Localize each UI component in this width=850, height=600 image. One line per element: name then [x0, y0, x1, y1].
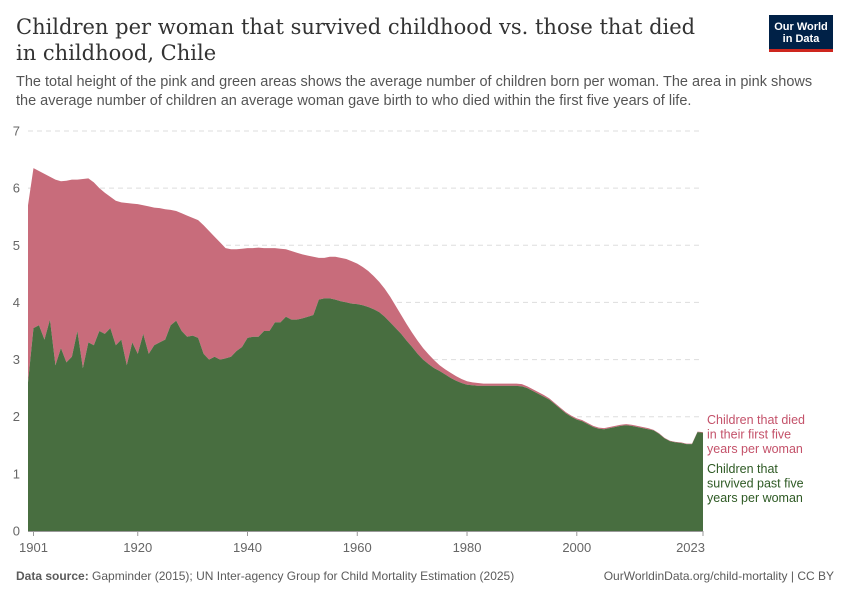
chart-subtitle: The total height of the pink and green a…	[16, 74, 813, 109]
data-source-text[interactable]: Gapminder (2015); UN Inter-agency Group …	[92, 569, 515, 583]
y-tick-label: 0	[13, 524, 20, 539]
credit-link[interactable]: OurWorldinData.org/child-mortality | CC …	[603, 569, 834, 583]
y-tick-label: 4	[13, 295, 20, 310]
y-axis-ticks: 0 1 2 3 4 5 6 7	[13, 124, 20, 539]
x-tick-label: 1901	[19, 540, 48, 555]
x-tick-label: 1940	[233, 540, 262, 555]
x-tick-label: 1960	[343, 540, 372, 555]
y-tick-label: 3	[13, 352, 20, 367]
x-tick-label: 2023	[676, 540, 705, 555]
survived-area[interactable]	[28, 298, 703, 531]
chart-title: Children per woman that survived childho…	[16, 15, 696, 65]
y-tick-label: 7	[13, 124, 20, 139]
x-axis-ticks: 1901 1920 1940 1960 1980 2000 2023	[19, 531, 705, 555]
data-source-label: Data source:	[16, 569, 89, 583]
logo-line-1: Our World	[774, 21, 828, 33]
x-tick-label: 1980	[453, 540, 482, 555]
label-survived: Children that survived past five years per…	[707, 462, 804, 505]
label-died: Children that died in their first five yea…	[707, 413, 805, 456]
data-source: Data source: Gapminder (2015); UN Inter-…	[16, 569, 514, 583]
y-tick-label: 6	[13, 181, 20, 196]
y-tick-label: 5	[13, 238, 20, 253]
owid-logo[interactable]: Our World in Data	[769, 15, 833, 52]
logo-line-2: in Data	[782, 33, 820, 45]
series-labels: Children that died in their first five yea…	[707, 413, 805, 505]
x-tick-label: 1920	[123, 540, 152, 555]
x-tick-label: 2000	[562, 540, 591, 555]
y-tick-label: 2	[13, 409, 20, 424]
y-tick-label: 1	[13, 466, 20, 481]
died-area[interactable]	[28, 168, 703, 445]
